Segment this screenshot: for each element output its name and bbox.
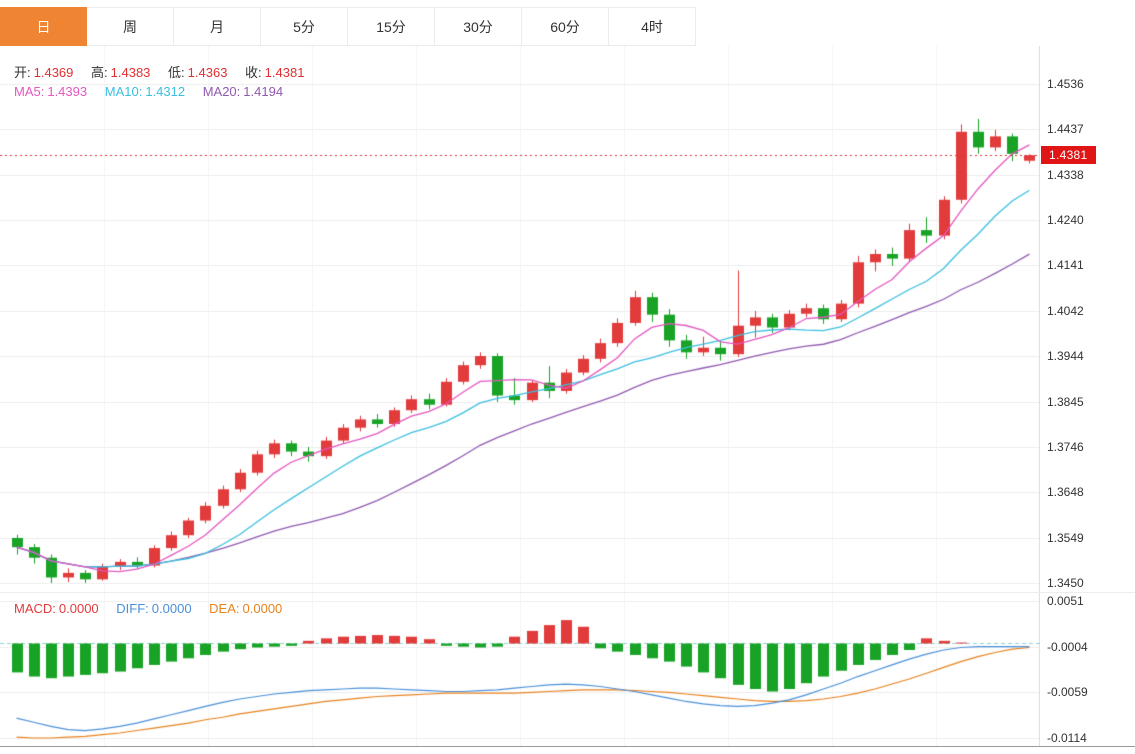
macd-axis-label: -0.0114 [1047, 731, 1087, 745]
tab-15min[interactable]: 15分 [348, 7, 435, 46]
price-axis-label: 1.3845 [1047, 394, 1084, 409]
price-axis-label: 1.3450 [1047, 576, 1084, 590]
close-label: 收: [245, 65, 262, 80]
macd-axis-label: 0.0051 [1047, 594, 1084, 608]
low-value: 1.4363 [187, 65, 228, 80]
macd-panel: MACD: 0.0000 DIFF: 0.0000 DEA: 0.0000 0.005… [0, 592, 1135, 747]
price-axis-label: 1.3648 [1047, 485, 1084, 500]
price-axis-label: 1.4338 [1047, 167, 1084, 182]
ohlc-legend: 开: 1.4369 高: 1.4383 低: 1.4363 收: 1.4381 [14, 62, 318, 81]
low-label: 低: [168, 65, 185, 80]
tab-5min[interactable]: 5分 [261, 7, 348, 46]
tab-30min[interactable]: 30分 [435, 7, 522, 46]
ma10-label: MA10: [104, 84, 143, 99]
main-chart-panel: 开: 1.4369 高: 1.4383 低: 1.4363 收: 1.4381 MA5:… [0, 46, 1135, 592]
dea-label: DEA: [209, 601, 240, 616]
diff-value: 0.0000 [151, 601, 192, 616]
ma10-value: 1.4312 [145, 84, 186, 99]
macd-axis: 0.0051 -0.0004 -0.0059 -0.0114 [1040, 593, 1135, 747]
price-axis-label: 1.3944 [1047, 349, 1084, 363]
macd-axis-label: -0.0004 [1047, 639, 1088, 654]
high-label: 高: [91, 65, 108, 80]
diff-label: DIFF: [116, 601, 149, 616]
price-axis-label: 1.3746 [1047, 439, 1084, 454]
current-price-tag: 1.4381 [1041, 146, 1096, 165]
price-axis: 1.4536 1.4437 1.4338 1.4240 1.4141 1.4042 1.39… [1040, 46, 1135, 592]
tab-weekly[interactable]: 周 [87, 7, 174, 46]
open-value: 1.4369 [33, 65, 74, 80]
ma5-value: 1.4393 [47, 84, 88, 99]
ma20-label: MA20: [202, 84, 241, 99]
macd-chart-canvas[interactable] [0, 593, 1040, 747]
candlestick-chart-canvas[interactable] [0, 46, 1040, 592]
ma20-value: 1.4194 [243, 84, 284, 99]
macd-label: MACD: [14, 601, 56, 616]
tab-60min[interactable]: 60分 [522, 7, 609, 46]
tab-monthly[interactable]: 月 [174, 7, 261, 46]
bottom-border [0, 746, 1135, 747]
price-axis-label: 1.4042 [1047, 303, 1084, 318]
price-axis-label: 1.4536 [1047, 77, 1084, 91]
macd-axis-label: -0.0059 [1047, 685, 1088, 700]
price-axis-label: 1.4240 [1047, 213, 1084, 227]
price-axis-label: 1.4141 [1047, 258, 1084, 273]
macd-value: 0.0000 [58, 601, 99, 616]
tab-4hour[interactable]: 4时 [609, 7, 696, 46]
close-value: 1.4381 [264, 65, 305, 80]
dea-value: 0.0000 [242, 601, 283, 616]
macd-legend: MACD: 0.0000 DIFF: 0.0000 DEA: 0.0000 [14, 601, 296, 616]
open-label: 开: [14, 65, 31, 80]
price-axis-label: 1.4437 [1047, 122, 1084, 137]
tab-daily[interactable]: 日 [0, 7, 87, 46]
price-axis-label: 1.3549 [1047, 530, 1084, 545]
timeframe-tabbar: 日 周 月 5分 15分 30分 60分 4时 [0, 0, 1135, 46]
high-value: 1.4383 [110, 65, 151, 80]
ma5-label: MA5: [14, 84, 45, 99]
ma-legend: MA5: 1.4393 MA10: 1.4312 MA20: 1.4194 [14, 84, 297, 99]
